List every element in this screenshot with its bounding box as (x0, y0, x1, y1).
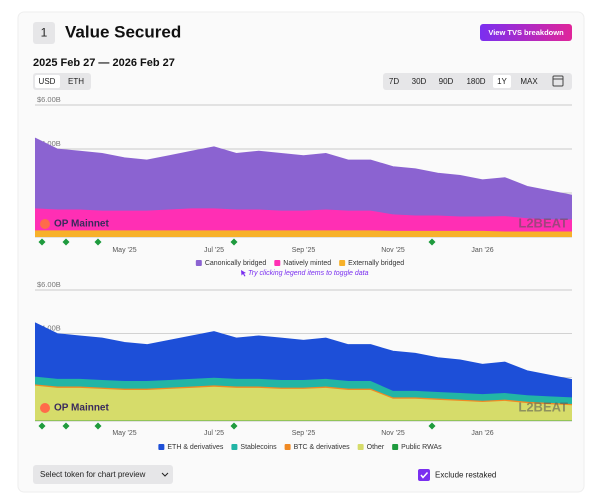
watermark: L2BEAT (518, 215, 568, 230)
range-option[interactable]: 90D (439, 77, 454, 86)
legend-label[interactable]: Public RWAs (401, 444, 442, 451)
legend-swatch[interactable] (357, 444, 364, 450)
area (35, 230, 572, 237)
event-marker (229, 237, 239, 247)
chain-label: OP Mainnet (54, 403, 109, 414)
legend-swatch[interactable] (231, 444, 238, 450)
event-marker (93, 421, 103, 431)
event-marker (229, 421, 239, 431)
section-title: Value Secured (65, 22, 181, 41)
currency-option[interactable]: ETH (68, 77, 84, 86)
select-token-label[interactable]: Select token for chart preview (40, 470, 146, 479)
chevron (161, 472, 169, 477)
legend-label[interactable]: Canonically bridged (205, 260, 267, 267)
range-toggle (383, 73, 572, 90)
x-tick-label: Nov '25 (381, 247, 405, 254)
range-option[interactable]: 1Y (497, 77, 507, 86)
x-tick-label: Jan '26 (471, 247, 493, 254)
chain-icon (40, 403, 50, 413)
event-marker (37, 421, 47, 431)
hint-icon (241, 270, 246, 277)
legend-swatch[interactable] (392, 444, 399, 450)
legend-label[interactable]: BTC & derivatives (294, 444, 351, 451)
legend-swatch[interactable] (274, 260, 281, 266)
breakdown-button[interactable] (480, 24, 572, 41)
calendar-icon[interactable] (552, 75, 564, 87)
x-tick-label: Sep '25 (292, 247, 316, 254)
legend-label[interactable]: ETH & derivatives (167, 444, 224, 451)
y-tick-label: $6.00B (37, 95, 61, 104)
range-option[interactable]: 180D (466, 77, 485, 86)
area (35, 384, 572, 406)
currency-selected (35, 75, 60, 88)
x-tick-label: Jul '25 (204, 430, 224, 437)
checkbox[interactable] (418, 469, 430, 481)
y-tick-label: $4.00B (37, 139, 61, 148)
x-tick-label: May '25 (112, 247, 136, 254)
x-tick-label: May '25 (112, 430, 136, 437)
range-option[interactable]: 7D (389, 77, 399, 86)
legend-label[interactable]: Externally bridged (348, 260, 404, 267)
badge: 1 (41, 26, 48, 40)
area (35, 138, 572, 220)
select-token-button[interactable] (33, 465, 173, 484)
checkmark (420, 471, 429, 479)
legend-label[interactable]: Other (367, 444, 385, 451)
x-tick-label: Jan '26 (471, 430, 493, 437)
badge-box (33, 22, 55, 44)
legend-swatch[interactable] (158, 444, 165, 450)
event-marker (427, 237, 437, 247)
legend-swatch[interactable] (339, 260, 346, 266)
watermark: L2BEAT (518, 399, 568, 414)
range-selected (493, 75, 511, 88)
legend-label[interactable]: Stablecoins (240, 444, 277, 451)
event-marker (93, 237, 103, 247)
legend-swatch[interactable] (195, 260, 202, 266)
y-tick-label: $4.00B (37, 324, 61, 333)
range-option[interactable]: 30D (412, 77, 427, 86)
event-marker (427, 421, 437, 431)
checkbox-label[interactable]: Exclude restaked (435, 471, 496, 480)
x-tick-label: Sep '25 (292, 430, 316, 437)
area (35, 322, 572, 398)
y-tick-label: $6.00B (37, 280, 61, 289)
chain-icon (40, 219, 50, 229)
area-edge (34, 322, 573, 380)
date-range: 2025 Feb 27 — 2026 Feb 27 (33, 57, 175, 69)
legend-swatch[interactable] (284, 444, 291, 450)
area (35, 385, 572, 421)
area-edge (34, 137, 573, 196)
legend-hint: Try clicking legend items to toggle data (248, 270, 369, 277)
legend-label[interactable]: Natively minted (283, 260, 331, 267)
x-tick-label: Nov '25 (381, 430, 405, 437)
area (35, 376, 572, 404)
event-marker (61, 237, 71, 247)
area (35, 208, 572, 232)
x-tick-label: Jul '25 (204, 247, 224, 254)
event-marker (37, 237, 47, 247)
range-option[interactable]: MAX (520, 77, 538, 86)
event-marker (61, 421, 71, 431)
currency-option[interactable]: USD (39, 77, 56, 86)
chain-label: OP Mainnet (54, 219, 109, 230)
breakdown-button-label[interactable]: View TVS breakdown (488, 28, 564, 37)
